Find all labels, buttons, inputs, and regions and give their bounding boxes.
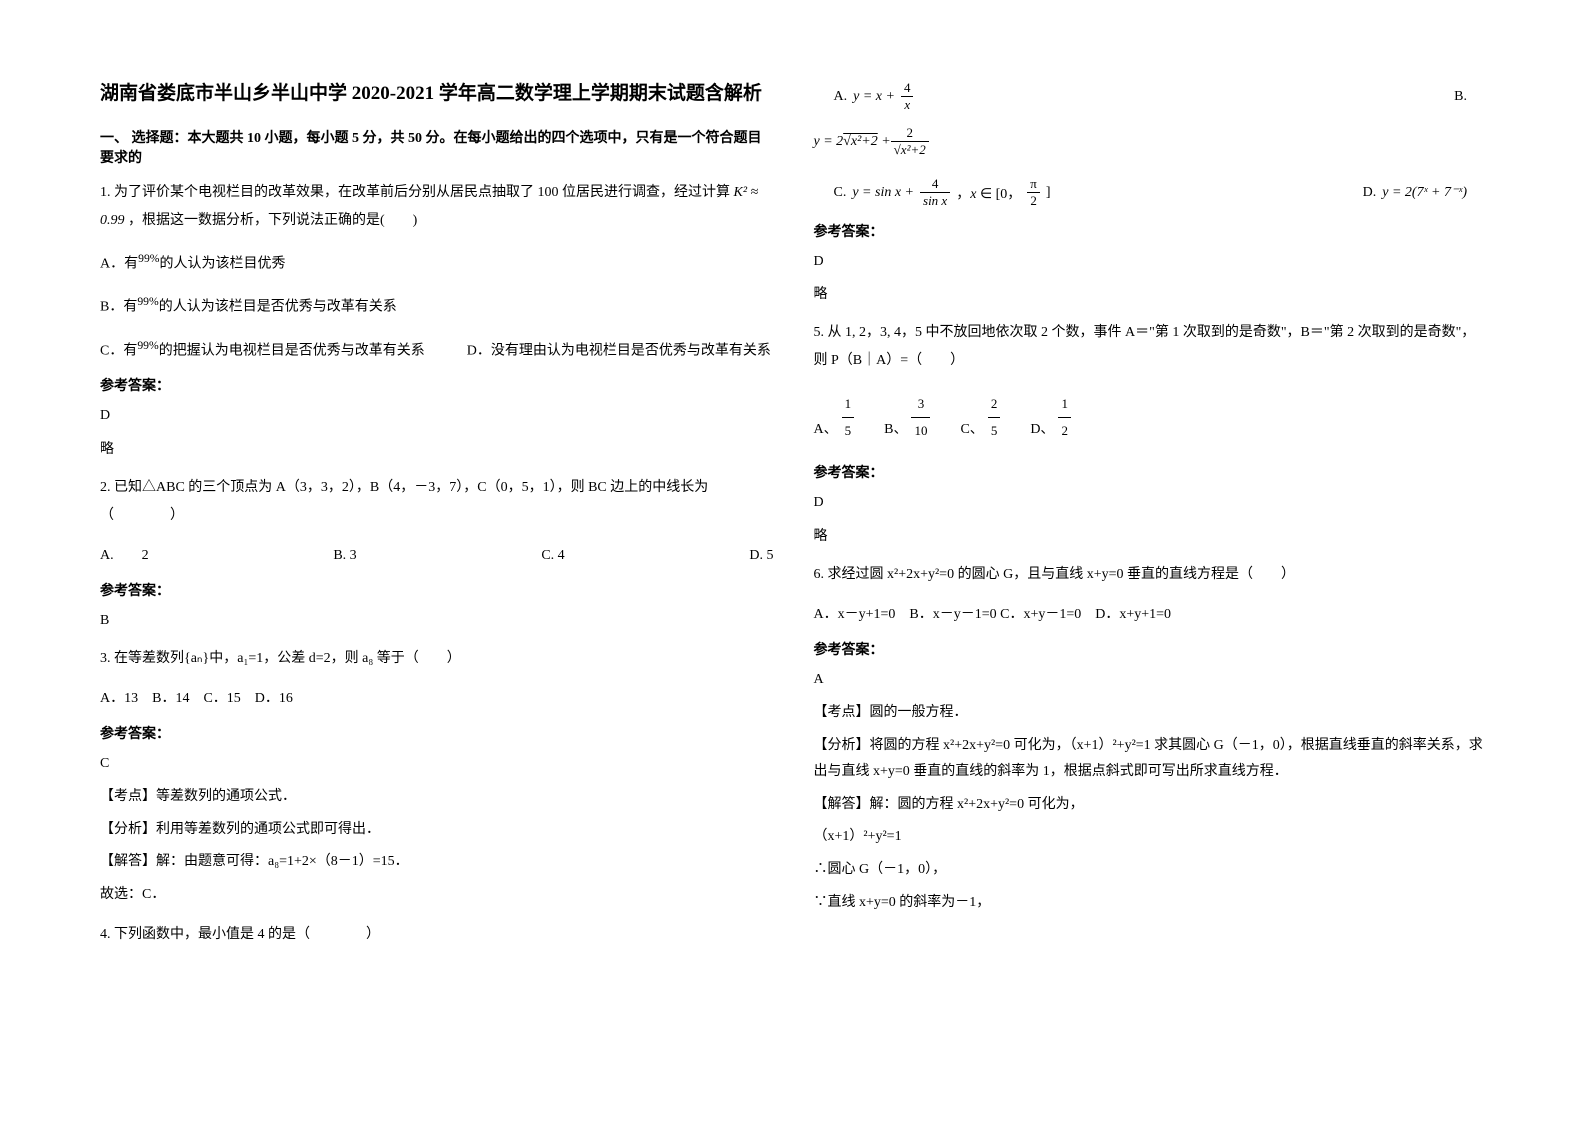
q5-opt-c-label: C、 <box>960 416 983 444</box>
question-6: 6. 求经过圆 x²+2x+y²=0 的圆心 G，且与直线 x+y=0 垂直的直… <box>814 561 1488 589</box>
q6-point: 【考点】圆的一般方程． <box>814 700 1488 727</box>
q4-option-a-row: A. y = x + 4 x B. <box>814 80 1488 113</box>
q5-opt-a-label: A、 <box>814 416 838 444</box>
q6-answer-label: 参考答案： <box>814 639 1488 659</box>
q3-point: 【考点】等差数列的通项公式． <box>100 784 774 811</box>
q3-answer-label: 参考答案： <box>100 723 774 743</box>
right-column: A. y = x + 4 x B. y = 2√x²+2 + 2 √x²+2 C… <box>814 80 1488 957</box>
q4-opt-c-pi-fraction: π 2 <box>1027 176 1040 209</box>
q2-opt-d: D. 5 <box>749 542 773 570</box>
q3-analysis2: 【解答】解：由题意可得：a₈=1+2×（8－1）=15． <box>100 849 774 876</box>
q1-answer: D <box>100 403 774 428</box>
q4-opt-b-label: B. <box>1454 89 1467 105</box>
q6-analysis5: ∵直线 x+y=0 的斜率为－1， <box>814 890 1488 917</box>
q4-opt-b-formula: y = 2√x²+2 + <box>814 134 891 150</box>
q2-options: A. 2 B. 3 C. 4 D. 5 <box>100 542 774 570</box>
q4-option-cd-row: C. y = sin x + 4 sin x ，x ∈ [0， π 2 ] D.… <box>814 176 1488 209</box>
q4-opt-b-fraction: 2 √x²+2 <box>891 125 929 158</box>
q3-analysis1: 【分析】利用等差数列的通项公式即可得出． <box>100 817 774 844</box>
left-column: 湖南省娄底市半山乡半山中学 2020-2021 学年高二数学理上学期期末试题含解… <box>100 80 774 957</box>
q5-opt-d-fraction: 1 2 <box>1058 391 1071 444</box>
q4-opt-c-fraction: 4 sin x <box>920 176 950 209</box>
q6-options: A．x－y+1=0 B．x－y－1=0 C．x+y－1=0 D．x+y+1=0 <box>814 601 1488 629</box>
q5-opt-b-label: B、 <box>884 416 907 444</box>
q4-option-b-row: y = 2√x²+2 + 2 √x²+2 <box>814 125 1488 158</box>
q5-answer-label: 参考答案： <box>814 462 1488 482</box>
q6-analysis2: 【解答】解：圆的方程 x²+2x+y²=0 可化为， <box>814 792 1488 819</box>
q1-text: 1. 为了评价某个电视栏目的改革效果，在改革前后分别从居民点抽取了 100 位居… <box>100 185 730 200</box>
q1-text2: ，根据这一数据分析，下列说法正确的是( ) <box>128 213 417 228</box>
q4-opt-c-label: C. <box>834 185 847 201</box>
q4-answer: D <box>814 249 1488 274</box>
q4-opt-c-end: ] <box>1046 185 1051 201</box>
question-4: 4. 下列函数中，最小值是 4 的是（ ） <box>100 921 774 949</box>
q6-answer: A <box>814 667 1488 692</box>
q2-answer: B <box>100 608 774 633</box>
q5-opt-b-fraction: 3 10 <box>911 391 930 444</box>
question-3: 3. 在等差数列{aₙ}中，a₁=1，公差 d=2，则 a₈ 等于（ ） <box>100 645 774 673</box>
question-1: 1. 为了评价某个电视栏目的改革效果，在改革前后分别从居民点抽取了 100 位居… <box>100 179 774 235</box>
q5-answer: D <box>814 490 1488 515</box>
q5-opt-c-fraction: 2 5 <box>988 391 1001 444</box>
question-5: 5. 从 1, 2，3, 4，5 中不放回地依次取 2 个数，事件 A＝"第 1… <box>814 319 1488 375</box>
q6-analysis3: （x+1）²+y²=1 <box>814 824 1488 851</box>
q1-answer-label: 参考答案： <box>100 375 774 395</box>
q5-options: A、 1 5 B、 3 10 C、 2 5 <box>814 391 1488 444</box>
section-header: 一、 选择题：本大题共 10 小题，每小题 5 分，共 50 分。在每小题给出的… <box>100 127 774 167</box>
q4-opt-a-label: A. <box>834 89 848 105</box>
q4-answer-label: 参考答案： <box>814 221 1488 241</box>
q5-analysis: 略 <box>814 524 1488 549</box>
q5-opt-d-label: D、 <box>1030 416 1054 444</box>
q1-analysis: 略 <box>100 437 774 462</box>
q1-option-b: B．有99%的人认为该栏目是否优秀与改革有关系 <box>100 290 774 322</box>
q1-option-a: A．有99%的人认为该栏目优秀 <box>100 247 774 279</box>
q5-opt-a-fraction: 1 5 <box>842 391 855 444</box>
q4-analysis: 略 <box>814 282 1488 307</box>
q4-opt-d-label: D. <box>1363 185 1377 201</box>
q4-opt-a-formula: y = x + <box>853 89 895 105</box>
q2-opt-b: B. 3 <box>333 542 356 570</box>
q4-opt-c-formula: y = sin x + <box>852 185 914 201</box>
q1-option-c: C．有99%的把握认为电视栏目是否优秀与改革有关系 D．没有理由认为电视栏目是否… <box>100 334 774 366</box>
q4-opt-d-formula: y = 2(7ˣ + 7⁻ˣ) <box>1382 184 1467 201</box>
q3-analysis3: 故选：C． <box>100 882 774 909</box>
q2-opt-a: A. 2 <box>100 542 149 570</box>
q4-opt-c-range: ，x ∈ [0， <box>956 183 1021 203</box>
q2-opt-c: C. 4 <box>541 542 564 570</box>
q3-answer: C <box>100 751 774 776</box>
q4-opt-a-fraction: 4 x <box>901 80 914 113</box>
q6-analysis4: ∴圆心 G（－1，0）， <box>814 857 1488 884</box>
document-title: 湖南省娄底市半山乡半山中学 2020-2021 学年高二数学理上学期期末试题含解… <box>100 80 774 109</box>
q6-analysis1: 【分析】将圆的方程 x²+2x+y²=0 可化为，（x+1）²+y²=1 求其圆… <box>814 733 1488 786</box>
q2-answer-label: 参考答案： <box>100 580 774 600</box>
question-2: 2. 已知△ABC 的三个顶点为 A（3，3，2），B（4，－3，7），C（0，… <box>100 474 774 530</box>
q3-options: A．13 B．14 C．15 D．16 <box>100 685 774 713</box>
